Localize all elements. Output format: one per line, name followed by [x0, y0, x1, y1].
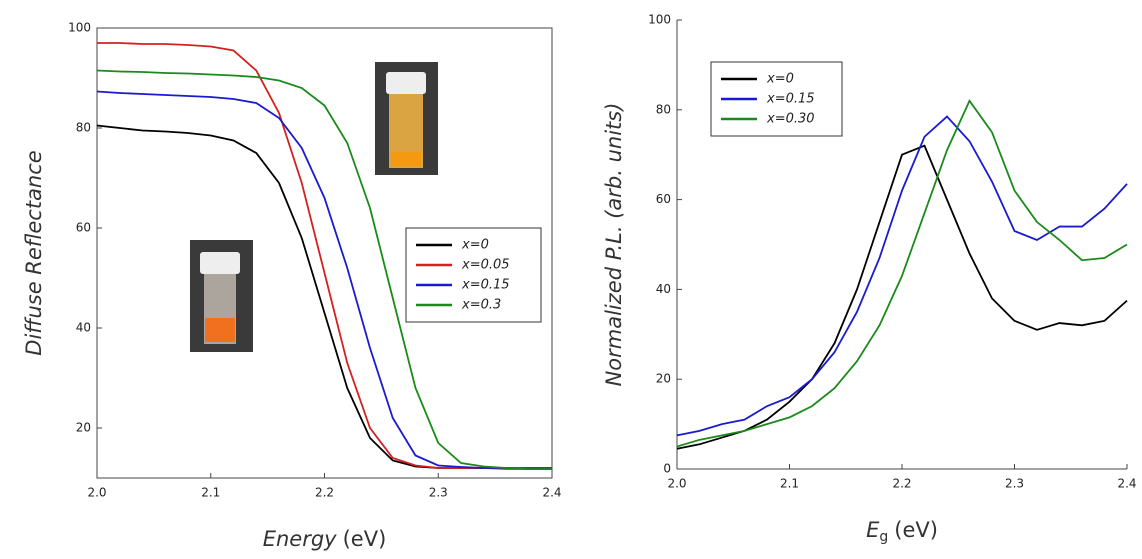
x-tick-label: 2.1 [201, 486, 220, 500]
vial-photo [190, 240, 253, 352]
y-tick-label: 20 [76, 421, 91, 435]
y-tick-label: 80 [76, 121, 91, 135]
y-tick-label: 100 [648, 13, 671, 27]
y-tick-label: 40 [76, 321, 91, 335]
x-label-name: E [866, 518, 880, 542]
x-label-subscript: g [879, 529, 888, 545]
legend-label: x=0 [461, 238, 489, 253]
legend-box [405, 227, 542, 323]
legend-label: x=0.3 [461, 298, 501, 313]
data-line [96, 90, 552, 469]
x-tick-label: 2.4 [1117, 477, 1136, 491]
y-tick-label: 0 [663, 462, 671, 476]
y-axis-label: Diffuse Reflectance [22, 150, 46, 355]
x-axis-label: Energy (eV) [263, 527, 387, 551]
y-tick-label: 40 [656, 282, 671, 296]
x-label-unit: (eV) [894, 518, 938, 542]
x-tick-label: 2.2 [892, 477, 911, 491]
x-tick-label: 2.3 [429, 486, 448, 500]
data-line [676, 144, 1128, 450]
x-tick-label: 2.0 [87, 486, 106, 500]
x-tick-label: 2.2 [315, 486, 334, 500]
y-tick-label: 60 [656, 192, 671, 206]
data-line [96, 69, 552, 470]
legend-label: x=0.30 [766, 112, 815, 127]
vial-photo [375, 62, 438, 175]
x-tick-label: 2.0 [667, 477, 686, 491]
x-tick-label: 2.3 [1005, 477, 1024, 491]
x-label-unit: (eV) [343, 527, 387, 551]
data-line [676, 99, 1128, 448]
legend-label: x=0.15 [766, 92, 815, 107]
y-tick-label: 20 [656, 372, 671, 386]
y-tick-label: 60 [76, 221, 91, 235]
x-axis-label: Eg (eV) [866, 518, 938, 545]
legend-label: x=0.15 [461, 278, 510, 293]
data-line [676, 115, 1128, 437]
legend-label: x=0 [766, 72, 794, 87]
legend-label: x=0.05 [461, 258, 510, 273]
y-tick-label: 100 [68, 21, 91, 35]
x-label-name: Energy [263, 527, 337, 551]
x-tick-label: 2.1 [780, 477, 799, 491]
y-tick-label: 80 [656, 102, 671, 116]
x-tick-label: 2.4 [542, 486, 561, 500]
y-axis-label: Normalized P.L. (arb. units) [602, 103, 626, 387]
